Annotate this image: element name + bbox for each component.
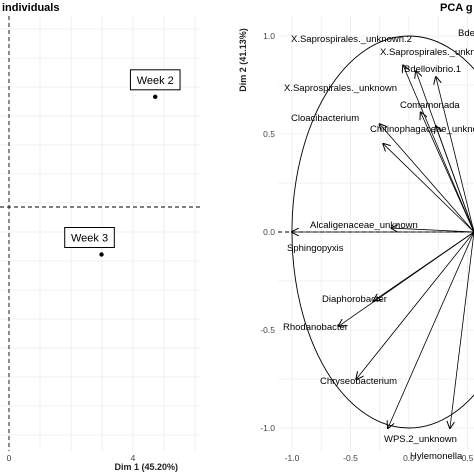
variable-arrow	[380, 124, 474, 233]
variable-label: Diaphorobacter	[322, 294, 387, 305]
variable-label: Alcaligenaceae_unknown	[310, 220, 418, 231]
individual-label: Week 2	[137, 75, 174, 87]
variable-label: X.Saprospirales._unknown	[380, 47, 474, 58]
variable-labels: X.Saprospirales._unknown.2 X.Saprospirale…	[283, 28, 474, 462]
individuals-points: Week 2 Week 3	[64, 69, 181, 257]
variables-y-axis-label: Dim 2 (41.13%)	[238, 28, 248, 92]
individual-label: Week 3	[71, 233, 108, 245]
variable-arrow	[383, 144, 474, 233]
variables-x-tick-label: -1.0	[285, 453, 300, 463]
variable-arrow	[421, 112, 474, 233]
variable-label: Comamonada	[400, 100, 460, 111]
variable-arrow	[339, 231, 474, 326]
variables-y-ticks: -1.0 -0.5 0.0 0.5 1.0	[260, 31, 275, 433]
variable-label: WPS.2_unknown	[384, 434, 457, 445]
variable-arrows	[292, 36, 474, 428]
individuals-title: individuals	[2, 2, 59, 14]
variable-label: X.Saprospirales._unknown.2	[291, 34, 412, 45]
variable-arrow	[403, 65, 474, 233]
variable-label: Sphingopyxis	[287, 243, 344, 254]
variable-arrow	[356, 231, 474, 379]
variables-x-ticks: -1.0 -0.5 0.0 0.5	[285, 453, 474, 463]
individual-point	[99, 252, 104, 257]
variable-label: Hylemonella	[410, 451, 463, 462]
variable-label: Bdellovibrio.1	[404, 64, 461, 75]
variables-y-tick-label: 0.5	[263, 129, 275, 139]
variable-label: Cloacibacterium	[291, 113, 359, 124]
variable-arrow	[391, 228, 474, 232]
variable-arrow	[450, 231, 474, 428]
variable-label: Bde	[458, 28, 474, 39]
variables-y-tick-label: 1.0	[263, 31, 275, 41]
variable-label: X.Saprospirales._unknown	[284, 83, 397, 94]
variable-label: Chryseobacterium	[320, 376, 397, 387]
variables-plot-background	[278, 16, 474, 451]
individual-label-box	[129, 69, 181, 91]
variables-grid	[278, 16, 474, 451]
variable-label: Rhodanobacter	[283, 322, 348, 333]
individuals-x-tick-label: 4	[131, 453, 136, 463]
variables-y-tick-label: -1.0	[260, 423, 275, 433]
variable-label: Chitinophagaceae_unknown	[370, 124, 474, 135]
variables-x-tick-label: -0.5	[343, 453, 358, 463]
variables-x-tick-label: 0.5	[462, 453, 474, 463]
individual-point	[153, 94, 158, 100]
variables-x-tick-label: 0.0	[403, 453, 415, 463]
variable-arrow	[436, 126, 474, 233]
variables-y-tick-label: -0.5	[260, 325, 275, 335]
variables-y-tick-label: 0.0	[263, 227, 275, 237]
variable-arrow	[388, 231, 474, 428]
individuals-x-tick-label: 0	[7, 453, 12, 463]
variables-panel: PCA g Dim 2 (41.13%) X.Saprospirales._un…	[238, 2, 474, 463]
variable-arrow	[436, 77, 474, 233]
individual-label-box	[64, 227, 115, 248]
individuals-x-axis-label: Dim 1 (45.20%)	[114, 462, 178, 472]
variables-title: PCA g	[440, 2, 473, 14]
